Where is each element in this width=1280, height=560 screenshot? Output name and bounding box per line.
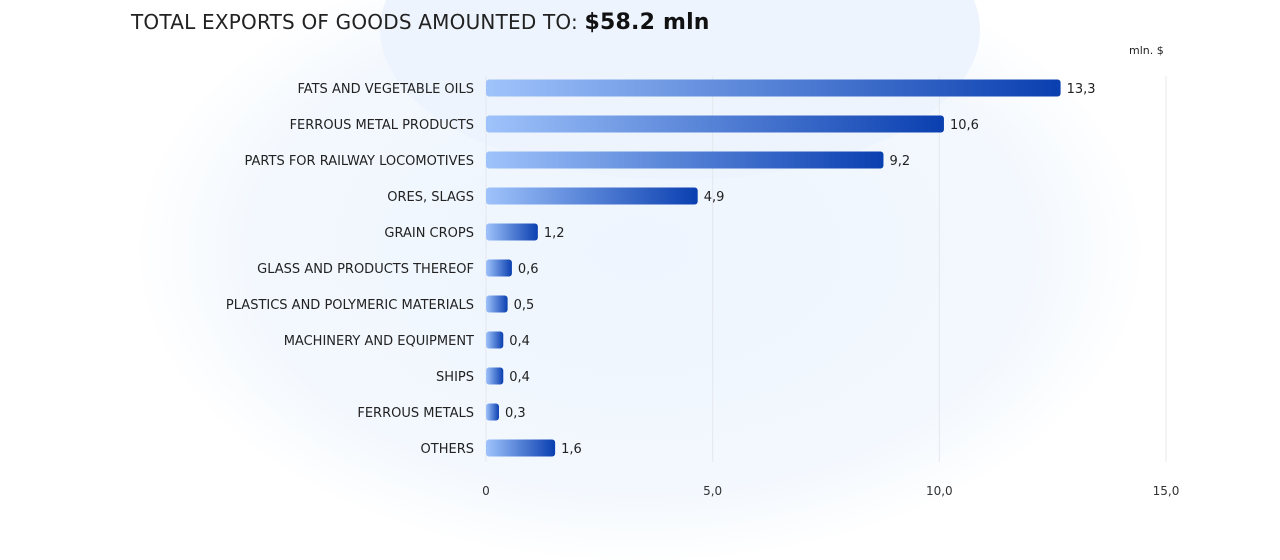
category-label: OTHERS <box>421 442 474 457</box>
value-label: 0,5 <box>514 298 535 313</box>
value-label: 4,9 <box>704 190 725 205</box>
x-tick-label: 5,0 <box>703 484 722 498</box>
bar-chart: 0 5,0 10,0 15,0 FATS AND VEGETABLE OILS 13,3 F… <box>226 76 1180 498</box>
bar <box>486 331 504 349</box>
category-label: PARTS FOR RAILWAY LOCOMOTIVES <box>245 154 474 169</box>
category-label: MACHINERY AND EQUIPMENT <box>284 334 474 349</box>
bar <box>486 439 556 457</box>
value-label: 9,2 <box>889 154 910 169</box>
x-tick-label: 0 <box>482 484 490 498</box>
category-label: PLASTICS AND POLYMERIC MATERIALS <box>226 298 474 313</box>
bar <box>486 223 538 241</box>
bar <box>486 115 944 133</box>
chart-title: TOTAL EXPORTS OF GOODS AMOUNTED TO: $58.… <box>131 10 710 35</box>
bar <box>486 79 1061 97</box>
value-label: 1,2 <box>544 226 565 241</box>
category-label: ORES, SLAGS <box>387 190 474 205</box>
title-total-value: $58.2 mln <box>584 10 710 35</box>
bar <box>486 151 884 169</box>
category-label: SHIPS <box>436 370 474 385</box>
value-label: 10,6 <box>950 118 979 133</box>
bar <box>486 259 512 277</box>
value-label: 0,6 <box>518 262 539 277</box>
value-label: 13,3 <box>1067 82 1096 97</box>
x-tick-label: 10,0 <box>926 484 953 498</box>
title-prefix: TOTAL EXPORTS OF GOODS AMOUNTED TO: <box>131 10 578 34</box>
unit-label: mln. $ <box>1129 44 1164 57</box>
bar <box>486 403 499 421</box>
category-label: FERROUS METALS <box>357 406 474 421</box>
value-label: 0,4 <box>509 370 530 385</box>
value-label: 1,6 <box>561 442 582 457</box>
bar <box>486 367 504 385</box>
category-label: GRAIN CROPS <box>384 226 474 241</box>
bar <box>486 187 698 205</box>
category-label: GLASS AND PRODUCTS THEREOF <box>257 262 474 277</box>
category-label: FERROUS METAL PRODUCTS <box>290 118 474 133</box>
bar <box>486 295 508 313</box>
x-tick-label: 15,0 <box>1153 484 1180 498</box>
category-label: FATS AND VEGETABLE OILS <box>297 82 474 97</box>
value-label: 0,3 <box>505 406 526 421</box>
value-label: 0,4 <box>509 334 530 349</box>
